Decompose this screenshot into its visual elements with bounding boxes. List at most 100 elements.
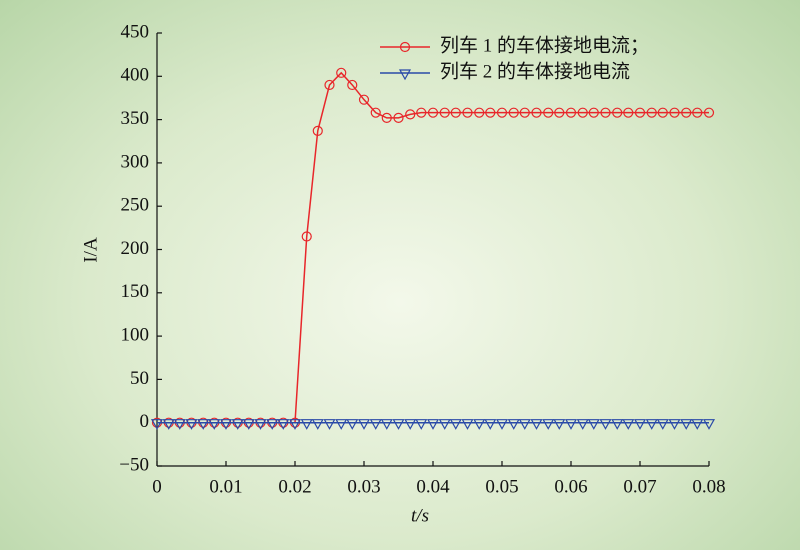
- marker: [519, 107, 530, 118]
- marker: [404, 419, 417, 430]
- marker: [415, 419, 428, 430]
- y-tick-label: 450: [121, 21, 150, 42]
- marker: [450, 107, 461, 118]
- y-tick-label: 100: [121, 324, 150, 345]
- marker: [531, 107, 542, 118]
- marker: [336, 67, 347, 78]
- marker: [323, 419, 336, 430]
- marker: [311, 419, 324, 430]
- marker: [495, 419, 509, 430]
- marker: [703, 107, 715, 118]
- marker: [449, 419, 462, 430]
- marker: [669, 107, 680, 118]
- marker: [416, 107, 427, 118]
- marker: [301, 231, 312, 242]
- x-tick-label: 0.05: [485, 476, 518, 497]
- marker: [242, 419, 255, 430]
- x-tick-label: 0: [152, 476, 162, 497]
- marker: [565, 107, 577, 118]
- marker: [381, 112, 392, 123]
- marker: [554, 107, 565, 118]
- y-tick-label: 400: [121, 65, 150, 86]
- marker: [288, 419, 302, 430]
- marker: [611, 419, 624, 430]
- series-line: [157, 71, 709, 424]
- marker: [358, 94, 370, 105]
- x-tick-label: 0.07: [623, 476, 656, 497]
- marker: [656, 419, 669, 430]
- y-axis-label: I/A: [80, 237, 101, 263]
- marker: [587, 419, 600, 430]
- marker: [324, 79, 335, 91]
- marker: [564, 419, 578, 430]
- marker: [702, 419, 716, 430]
- marker: [657, 107, 668, 118]
- marker: [231, 419, 244, 430]
- marker: [681, 107, 692, 118]
- marker: [508, 107, 519, 118]
- marker: [197, 419, 210, 430]
- marker: [462, 107, 473, 118]
- x-tick-label: 0.03: [347, 476, 380, 497]
- marker: [645, 419, 658, 430]
- x-tick-label: 0.08: [692, 476, 725, 497]
- y-tick-label: 50: [130, 368, 149, 389]
- marker: [612, 107, 623, 118]
- marker: [438, 419, 451, 430]
- marker: [380, 419, 393, 430]
- legend-marker: [398, 69, 412, 81]
- marker: [439, 107, 450, 118]
- marker: [485, 107, 496, 118]
- marker: [646, 107, 657, 118]
- marker: [427, 107, 439, 118]
- marker: [518, 419, 531, 430]
- marker: [668, 419, 681, 430]
- marker: [692, 107, 703, 118]
- marker: [335, 419, 348, 430]
- x-tick-label: 0.04: [416, 476, 450, 497]
- marker: [162, 419, 175, 430]
- legend-label: 列车 1 的车体接地电流；: [440, 34, 649, 56]
- marker: [553, 419, 566, 430]
- marker: [588, 107, 599, 118]
- marker: [312, 125, 323, 136]
- marker: [633, 419, 647, 430]
- marker: [622, 419, 635, 430]
- marker: [150, 419, 164, 430]
- y-tick-label: 350: [121, 108, 150, 129]
- marker: [623, 107, 634, 118]
- marker: [405, 109, 416, 120]
- marker: [680, 419, 693, 430]
- marker: [576, 419, 589, 430]
- marker: [277, 419, 290, 430]
- marker: [426, 419, 440, 430]
- x-tick-label: 0.01: [209, 476, 242, 497]
- marker: [496, 107, 508, 118]
- x-axis-label: t/s: [411, 505, 429, 526]
- marker: [185, 419, 198, 430]
- x-tick-label: 0.06: [554, 476, 587, 497]
- marker: [208, 419, 221, 430]
- marker: [266, 419, 279, 430]
- marker: [507, 419, 520, 430]
- marker: [300, 419, 313, 430]
- legend-marker: [399, 41, 411, 53]
- marker: [461, 419, 474, 430]
- marker: [347, 79, 358, 91]
- marker: [173, 419, 186, 430]
- y-tick-label: 250: [121, 195, 150, 216]
- marker: [392, 419, 405, 430]
- marker: [577, 107, 588, 118]
- marker: [346, 419, 359, 430]
- x-tick-label: 0.02: [278, 476, 311, 497]
- marker: [254, 419, 267, 430]
- marker: [691, 419, 704, 430]
- legend-label: 列车 2 的车体接地电流: [440, 60, 630, 82]
- y-tick-label: 150: [121, 281, 150, 302]
- marker: [599, 419, 612, 430]
- marker: [393, 112, 404, 123]
- y-tick-label: 300: [121, 151, 150, 172]
- marker: [473, 419, 486, 430]
- marker: [530, 419, 543, 430]
